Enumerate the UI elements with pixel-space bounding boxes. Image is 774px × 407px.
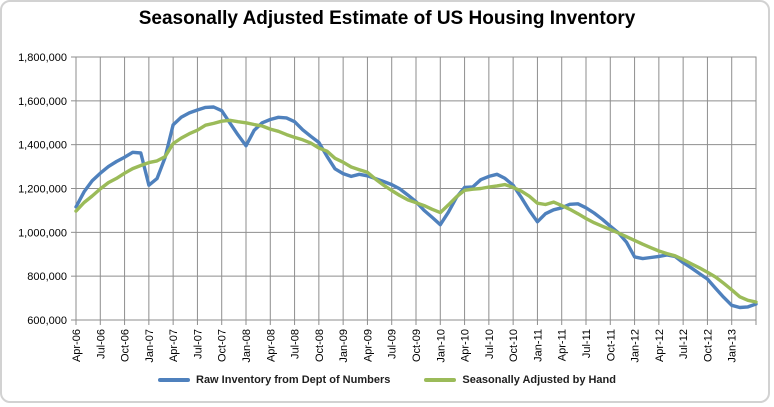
series-line-1 — [74, 118, 758, 304]
y-axis-label: 1,400,000 — [18, 140, 67, 152]
legend-item-seasonally-adjusted[interactable]: Seasonally Adjusted by Hand — [424, 374, 616, 386]
legend-swatch-seasonally-adjusted — [424, 378, 457, 382]
chart-title: Seasonally Adjusted Estimate of US Housi… — [138, 8, 636, 29]
x-axis-label: Apr-07 — [168, 329, 180, 362]
x-axis-label: Oct-07 — [217, 329, 229, 362]
y-axis-label: 1,800,000 — [18, 52, 67, 64]
x-axis-label: Jan-10 — [435, 329, 447, 363]
x-axis-label: Apr-08 — [265, 329, 277, 362]
y-axis-label: 1,600,000 — [18, 96, 67, 108]
x-axis-label: Apr-12 — [654, 329, 666, 362]
x-axis-label: Jul-11 — [581, 329, 593, 358]
x-axis-label: Jan-08 — [241, 329, 253, 363]
x-axis-label: Jan-12 — [630, 329, 642, 363]
x-axis-label: Jan-09 — [338, 329, 350, 363]
legend-label-raw-inventory: Raw Inventory from Dept of Numbers — [196, 374, 391, 386]
legend: Raw Inventory from Dept of Numbers Seaso… — [0, 374, 774, 386]
x-axis-label: Apr-09 — [362, 329, 374, 362]
x-axis-label: Oct-06 — [120, 329, 132, 362]
x-axis-label: Oct-08 — [314, 329, 326, 362]
x-axis-label: Jul-06 — [95, 329, 107, 359]
x-axis-label: Apr-06 — [71, 329, 83, 362]
x-axis-label: Jul-10 — [484, 329, 496, 359]
legend-item-raw-inventory[interactable]: Raw Inventory from Dept of Numbers — [158, 374, 390, 386]
x-axis-label: Jan-13 — [727, 329, 739, 363]
x-axis-label: Jan-11 — [532, 329, 544, 362]
y-axis-label: 800,000 — [27, 271, 67, 283]
y-axis-label: 1,200,000 — [18, 184, 67, 196]
x-axis-label: Jul-09 — [387, 329, 399, 359]
plot-border — [75, 56, 757, 321]
x-axis-label: Oct-11 — [605, 329, 617, 361]
x-axis-label: Oct-12 — [702, 329, 714, 362]
x-axis-label: Apr-10 — [460, 329, 472, 362]
x-axis-label: Oct-09 — [411, 329, 423, 362]
x-axis-label: Jul-12 — [678, 329, 690, 359]
x-axis-label: Jul-07 — [192, 329, 204, 359]
x-axis-label: Jul-08 — [290, 329, 302, 359]
legend-swatch-raw-inventory — [158, 378, 190, 382]
x-axis-label: Apr-11 — [557, 329, 569, 361]
y-axis-label: 1,000,000 — [18, 227, 67, 239]
x-axis-label: Oct-10 — [508, 329, 520, 362]
x-axis-label: Jan-07 — [144, 329, 156, 363]
y-axis-label: 600,000 — [27, 315, 67, 327]
legend-label-seasonally-adjusted: Seasonally Adjusted by Hand — [462, 374, 616, 386]
